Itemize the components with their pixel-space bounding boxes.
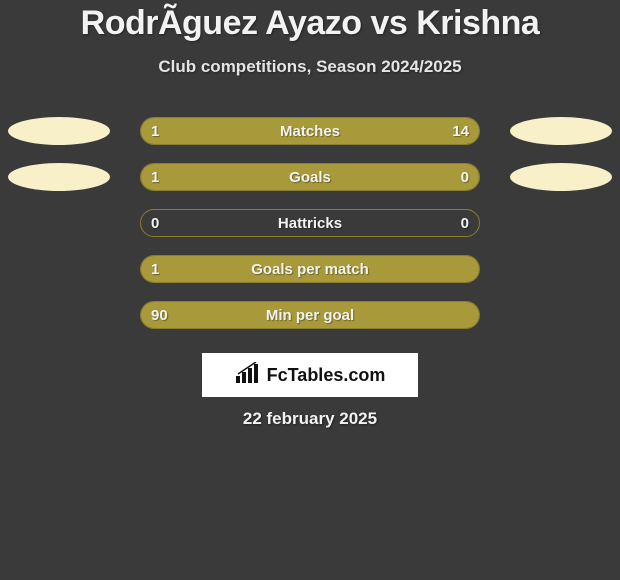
stat-bar: 00Hattricks	[140, 209, 480, 237]
stat-label: Matches	[141, 118, 479, 145]
brand-box[interactable]: FcTables.com	[202, 353, 418, 397]
subtitle: Club competitions, Season 2024/2025	[0, 57, 620, 77]
stat-bar: 1Goals per match	[140, 255, 480, 283]
stat-rows: 114Matches 10Goals 00Hattricks 1Goals per m…	[0, 109, 620, 339]
brand-chart-icon	[235, 362, 261, 389]
player-left-marker	[8, 117, 110, 145]
player-right-marker	[510, 117, 612, 145]
stat-label: Min per goal	[141, 302, 479, 329]
stat-bar: 114Matches	[140, 117, 480, 145]
stat-row: 00Hattricks	[0, 201, 620, 247]
stat-row: 90Min per goal	[0, 293, 620, 339]
date-label: 22 february 2025	[0, 409, 620, 429]
stat-label: Goals per match	[141, 256, 479, 283]
stat-label: Goals	[141, 164, 479, 191]
stat-bar: 90Min per goal	[140, 301, 480, 329]
player-left-marker	[8, 163, 110, 191]
comparison-widget: RodrÃ­guez Ayazo vs Krishna Club competi…	[0, 0, 620, 580]
stat-label: Hattricks	[141, 210, 479, 237]
player-right-marker	[510, 163, 612, 191]
stat-row: 10Goals	[0, 155, 620, 201]
page-title: RodrÃ­guez Ayazo vs Krishna	[0, 4, 620, 43]
stat-bar: 10Goals	[140, 163, 480, 191]
brand-label: FcTables.com	[267, 365, 386, 386]
stat-row: 114Matches	[0, 109, 620, 155]
stat-row: 1Goals per match	[0, 247, 620, 293]
